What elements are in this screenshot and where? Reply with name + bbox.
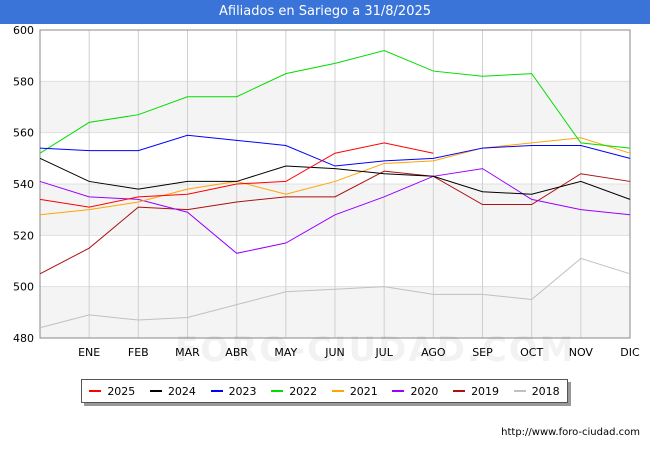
y-tick-label: 540: [13, 178, 34, 191]
x-tick-label: ENE: [78, 346, 100, 359]
legend-item-2018: 2018: [513, 384, 560, 398]
legend-label: 2023: [228, 384, 257, 398]
legend-label: 2025: [107, 384, 136, 398]
x-tick-label: NOV: [569, 346, 594, 359]
legend-swatch: [149, 390, 162, 392]
x-tick-label: JUL: [374, 346, 393, 359]
legend-item-2020: 2020: [392, 385, 438, 398]
legend-swatch: [513, 390, 526, 392]
plot-area-border: [39, 29, 631, 339]
legend-item-2021: 2021: [331, 384, 378, 398]
legend-swatch: [89, 390, 102, 392]
x-tick-label: AGO: [421, 346, 446, 359]
x-tick-label: MAR: [175, 346, 200, 359]
x-tick-label: OCT: [520, 346, 543, 359]
series-line-2018: [39, 257, 631, 329]
x-tick-label: SEP: [472, 346, 493, 359]
legend-item-2019: 2019: [453, 385, 499, 398]
legend-item-2022: 2022: [271, 385, 317, 398]
legend-label: 2019: [471, 384, 500, 398]
series-line-2022: [39, 50, 631, 154]
watermark: FORO-CIUDAD.COM: [175, 330, 576, 370]
series-line-2020: [39, 168, 631, 254]
legend-item-2025: 2025: [89, 385, 135, 398]
source-credit: http://www.foro-ciudad.com: [501, 427, 640, 438]
legend-label: 2020: [410, 384, 439, 398]
y-tick-label: 500: [13, 281, 34, 294]
series-line-2023: [39, 134, 631, 167]
x-tick-label: DIC: [620, 346, 640, 359]
series-line-2025: [39, 142, 434, 208]
series-line-2021: [39, 137, 631, 216]
legend-label: 2022: [289, 384, 318, 398]
y-tick-label: 560: [13, 127, 34, 140]
x-tick-label: MAY: [274, 346, 297, 359]
y-tick-label: 480: [13, 332, 34, 345]
legend: 2025 2024 2023 2022 2021 2020 2019 2018: [81, 379, 568, 403]
legend-swatch: [392, 390, 405, 392]
legend-swatch: [453, 390, 466, 392]
chart-title: Afiliados en Sariego a 31/8/2025: [0, 0, 650, 24]
legend-label: 2024: [167, 384, 196, 398]
y-tick-label: 580: [13, 75, 34, 88]
legend-swatch: [210, 390, 223, 392]
x-tick-label: ABR: [225, 346, 248, 359]
legend-swatch: [331, 390, 344, 392]
x-tick-label: FEB: [128, 346, 149, 359]
x-tick-label: JUN: [324, 346, 345, 359]
series-line-2019: [39, 170, 631, 275]
series-line-2024: [39, 157, 631, 200]
legend-swatch: [271, 390, 284, 392]
legend-item-2023: 2023: [210, 384, 257, 398]
legend-label: 2018: [531, 384, 560, 398]
legend-label: 2021: [349, 384, 378, 398]
y-tick-label: 600: [13, 24, 34, 37]
y-tick-label: 520: [13, 229, 34, 242]
legend-item-2024: 2024: [149, 384, 196, 398]
